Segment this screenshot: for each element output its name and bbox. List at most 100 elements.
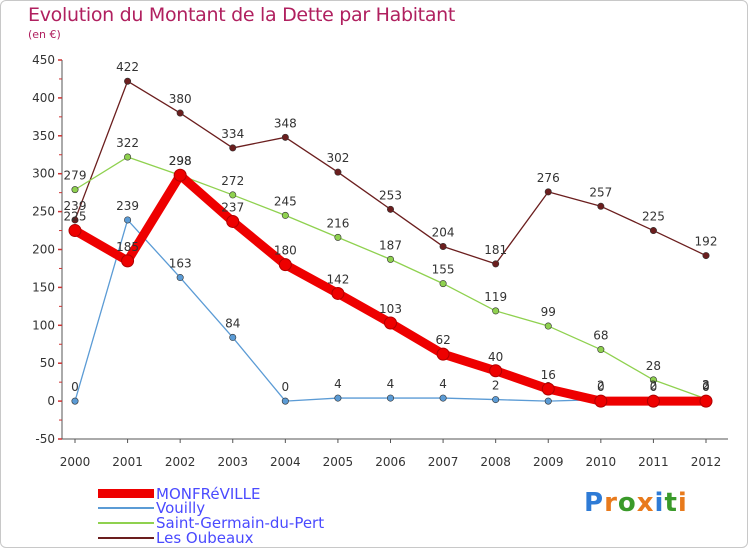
data-label: 0 — [597, 380, 605, 394]
data-label: 239 — [64, 199, 87, 213]
data-point — [173, 168, 187, 182]
data-label: 181 — [484, 243, 507, 257]
y-tick-label: -50 — [35, 432, 55, 446]
data-label: 257 — [589, 185, 612, 199]
data-point — [699, 394, 713, 408]
brand-letter: o — [617, 488, 637, 518]
y-tick-label: 400 — [32, 91, 55, 105]
y-tick-label: 200 — [32, 243, 55, 257]
brand-letter: t — [664, 488, 678, 518]
data-point — [226, 214, 240, 228]
data-point — [544, 188, 552, 196]
x-tick-label: 2001 — [112, 455, 143, 469]
data-point — [71, 397, 79, 405]
data-point — [334, 233, 342, 241]
data-label: 279 — [64, 169, 87, 183]
data-label: 348 — [274, 116, 297, 130]
data-label: 0 — [71, 380, 79, 394]
legend-swatch-vouilly — [98, 507, 154, 509]
x-tick-label: 2009 — [533, 455, 564, 469]
brand-logo: Proxiti — [584, 488, 688, 518]
data-label: 192 — [695, 235, 718, 249]
data-label: 187 — [379, 238, 402, 252]
x-tick-label: 2008 — [480, 455, 511, 469]
data-point — [229, 333, 237, 341]
data-label: 298 — [169, 154, 192, 168]
data-label: 380 — [169, 92, 192, 106]
data-point — [544, 397, 552, 405]
data-label: 4 — [439, 377, 447, 391]
legend-label-saint-germain-du-pert: Saint-Germain-du-Pert — [156, 514, 325, 532]
y-tick-label: 50 — [40, 356, 55, 370]
y-tick-label: 100 — [32, 318, 55, 332]
x-tick-label: 2010 — [586, 455, 617, 469]
data-point — [331, 286, 345, 300]
brand-letter: P — [584, 488, 605, 518]
legend-label-vouilly: Vouilly — [156, 499, 206, 517]
data-label: 40 — [488, 350, 503, 364]
data-label: 253 — [379, 188, 402, 202]
y-tick-label: 300 — [32, 167, 55, 181]
data-label: 302 — [326, 151, 349, 165]
brand-letter: x — [636, 488, 655, 518]
data-label: 185 — [116, 240, 139, 254]
data-label: 239 — [116, 199, 139, 213]
data-point — [439, 280, 447, 288]
data-point — [386, 205, 394, 213]
data-point — [124, 153, 132, 161]
brand-letter: i — [654, 488, 665, 518]
data-point — [278, 258, 292, 272]
data-point — [594, 394, 608, 408]
x-tick-label: 2011 — [638, 455, 669, 469]
data-point — [121, 254, 135, 268]
data-label: 2 — [702, 379, 710, 393]
data-point — [229, 191, 237, 199]
data-point — [229, 144, 237, 152]
data-point — [649, 376, 657, 384]
data-point — [68, 224, 82, 238]
data-point — [124, 77, 132, 85]
data-label: 272 — [221, 174, 244, 188]
data-point — [176, 109, 184, 117]
data-point — [334, 394, 342, 402]
data-point — [492, 307, 500, 315]
data-label: 180 — [274, 244, 297, 258]
data-label: 163 — [169, 257, 192, 271]
data-label: 155 — [432, 263, 455, 277]
data-label: 4 — [334, 377, 342, 391]
data-point — [597, 202, 605, 210]
data-label: 225 — [64, 210, 87, 224]
data-point — [492, 396, 500, 404]
x-tick-label: 2002 — [165, 455, 196, 469]
chart-unit: (en €) — [28, 28, 61, 41]
data-label: 298 — [169, 154, 192, 168]
x-tick-label: 2012 — [691, 455, 722, 469]
data-point — [71, 216, 79, 224]
data-point — [646, 394, 660, 408]
x-tick-label: 2006 — [375, 455, 406, 469]
data-label: 216 — [326, 216, 349, 230]
legend-swatch-saint-germain-du-pert — [98, 522, 154, 524]
data-point — [176, 274, 184, 282]
data-point — [334, 168, 342, 176]
brand-letter: r — [604, 488, 618, 518]
data-point — [439, 242, 447, 250]
data-point — [489, 364, 503, 378]
data-label: 2 — [492, 379, 500, 393]
data-point — [544, 322, 552, 330]
x-tick-label: 2000 — [60, 455, 91, 469]
data-label: 225 — [642, 210, 665, 224]
y-tick-label: 250 — [32, 205, 55, 219]
data-label: 0 — [282, 380, 290, 394]
data-label: 119 — [484, 290, 507, 304]
legend-swatch-les-oubeaux — [98, 537, 154, 539]
data-label: 2 — [597, 379, 605, 393]
data-label: 3 — [702, 378, 710, 392]
x-tick-label: 2003 — [217, 455, 248, 469]
data-label: 237 — [221, 200, 244, 214]
data-point — [541, 382, 555, 396]
x-tick-label: 2007 — [428, 455, 459, 469]
data-point — [597, 346, 605, 354]
data-label: 142 — [326, 272, 349, 286]
data-label: 62 — [435, 333, 450, 347]
